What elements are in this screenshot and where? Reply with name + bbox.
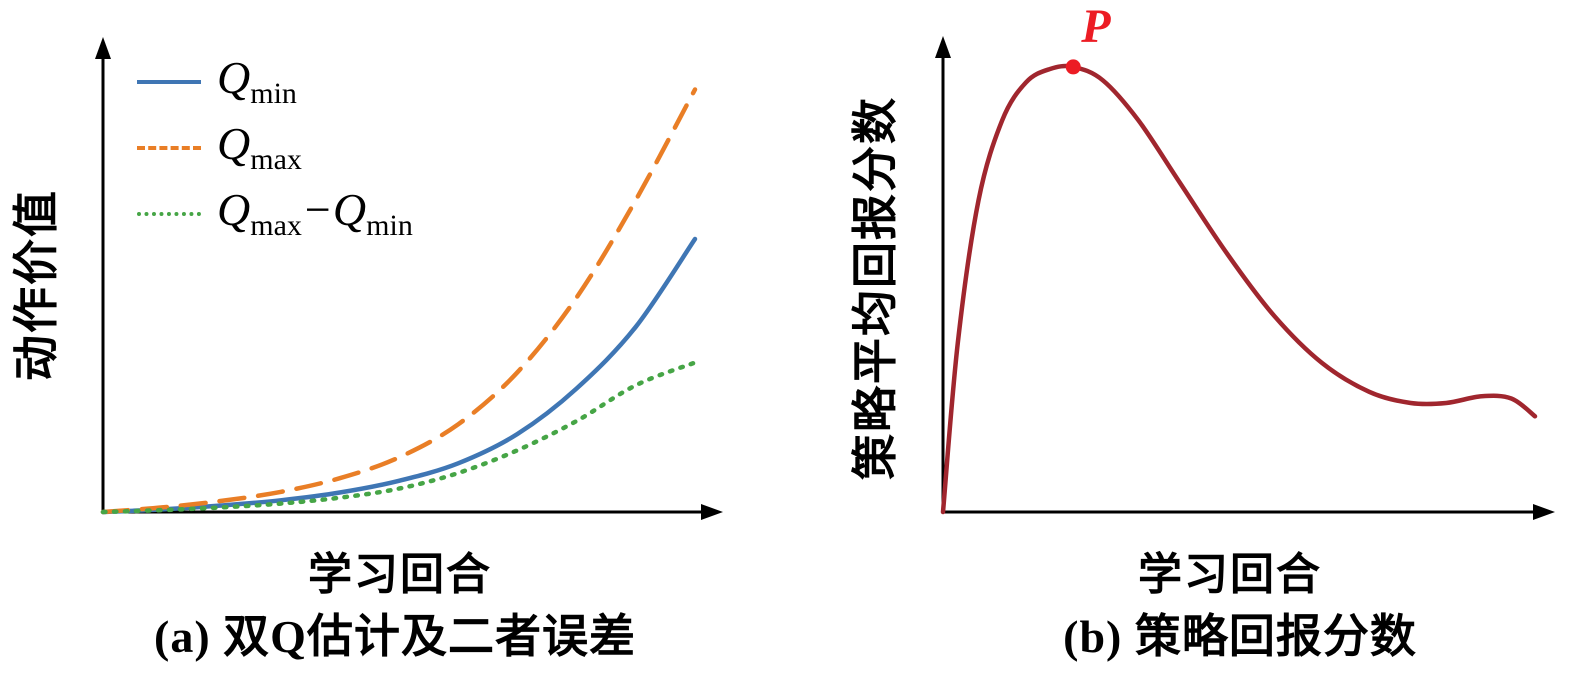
series-line-0 [100, 236, 698, 515]
series-line-2 [100, 360, 698, 515]
chart-a-canvas [95, 37, 723, 520]
series-line-0 [940, 63, 1538, 515]
legend-swatch-qmax [137, 146, 201, 150]
legend-item-qmin: Qmin [137, 53, 413, 111]
caption-b: (b) 策略回报分数 [1063, 611, 1417, 662]
peak-point-dot [1065, 59, 1081, 75]
legend-a: Qmin Qmax Qmax−Qmin [137, 53, 413, 243]
series-line-1 [100, 87, 698, 515]
chart-b-canvas [935, 36, 1555, 520]
x-axis-label-b: 学习回合 [1138, 550, 1322, 599]
legend-label-qmin: Qmin [217, 51, 297, 111]
legend-swatch-qdiff [137, 212, 201, 216]
peak-point-label: P [1081, 0, 1111, 53]
y-axis-arrow [95, 37, 111, 59]
x-axis-arrow [1533, 504, 1555, 520]
y-axis-arrow [935, 36, 951, 58]
legend-swatch-qmin [137, 80, 201, 84]
caption-a: (a) 双Q估计及二者误差 [154, 611, 636, 662]
legend-label-qdiff: Qmax−Qmin [217, 183, 413, 243]
x-axis-arrow [701, 504, 723, 520]
y-axis-label-b: 策略平均回报分数 [850, 96, 901, 480]
panel-a-plot: Qmin Qmax Qmax−Qmin [55, 25, 735, 540]
panel-b-plot: P [905, 2, 1560, 542]
x-axis-label-a: 学习回合 [308, 550, 492, 599]
legend-item-qmax: Qmax [137, 119, 413, 177]
legend-item-qdiff: Qmax−Qmin [137, 185, 413, 243]
legend-label-qmax: Qmax [217, 117, 302, 177]
